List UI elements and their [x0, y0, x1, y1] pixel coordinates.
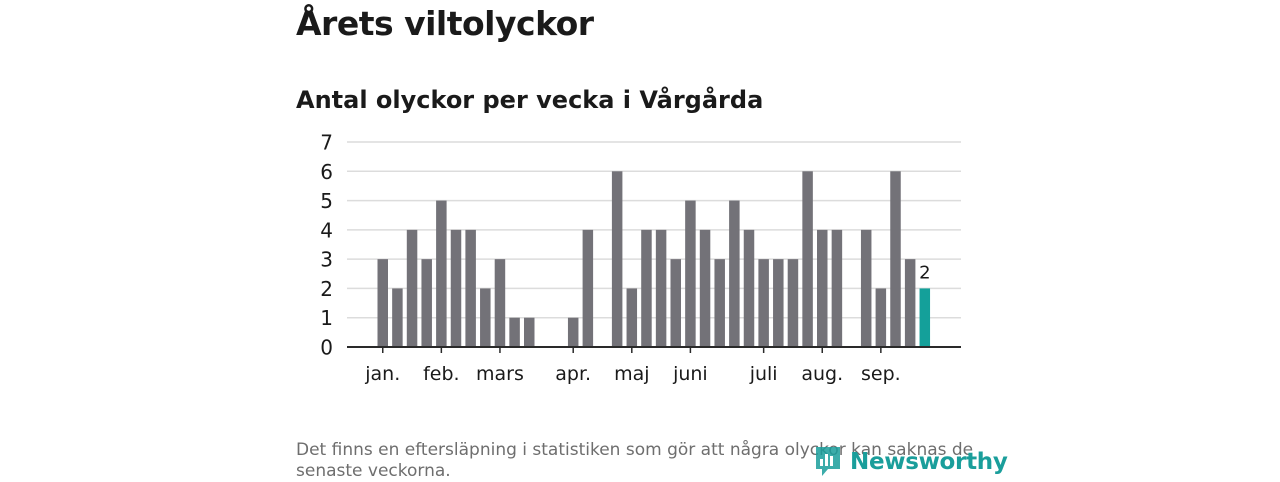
bar: [860, 229, 872, 347]
bar: [450, 229, 462, 347]
bar: [655, 229, 667, 347]
bar: [611, 171, 623, 347]
y-tick-label: 7: [320, 131, 333, 155]
x-tick-label: apr.: [555, 363, 591, 385]
bar: [787, 259, 799, 347]
y-tick-label: 4: [320, 218, 333, 242]
x-tick-label: feb.: [423, 363, 459, 385]
brand-name: Newsworthy: [850, 449, 1008, 475]
x-tick-label: juni: [672, 363, 708, 385]
y-tick-label: 6: [320, 160, 333, 184]
bar: [890, 171, 901, 347]
newsworthy-logo-icon: [816, 447, 840, 476]
newsworthy-brand: Newsworthy: [814, 444, 1008, 480]
bar: [641, 229, 652, 347]
bar: [699, 229, 711, 347]
bar: [714, 259, 725, 347]
bar: [436, 200, 447, 347]
x-tick-label: maj: [614, 363, 649, 385]
bar: [421, 259, 432, 347]
bar: [480, 288, 491, 347]
bar: [904, 259, 916, 347]
page-title: Årets viltolyckor: [296, 4, 594, 43]
bar: [582, 229, 594, 347]
bar: [509, 317, 520, 347]
x-tick-label: sep.: [861, 363, 901, 385]
y-tick-label: 3: [320, 248, 333, 272]
bar: [758, 259, 769, 347]
bar: [406, 229, 418, 347]
x-tick-label: juli: [749, 363, 778, 385]
bar: [465, 229, 476, 347]
bar: [377, 259, 388, 347]
x-tick-label: mars: [476, 363, 524, 385]
bar: [626, 288, 638, 347]
bar: [831, 229, 843, 347]
bar: [802, 171, 813, 347]
bar: [875, 288, 887, 347]
footnote: Det finns en eftersläpning i statistiken…: [296, 440, 974, 481]
bar: [685, 200, 696, 347]
x-tick-label: aug.: [801, 363, 843, 385]
bar: [729, 200, 740, 347]
chart-subtitle: Antal olyckor per vecka i Vårgårda: [296, 86, 764, 114]
y-tick-label: 5: [320, 189, 333, 213]
bar: [670, 259, 681, 347]
y-tick-label: 2: [320, 277, 333, 301]
bar: [817, 229, 828, 347]
bar-data-label: 2: [919, 262, 930, 283]
y-tick-label: 1: [320, 306, 333, 330]
bar-chart: 0 1 2 3 4 5 6 7 2 jan. feb. mars apr. maj juni juli aug.…: [320, 131, 961, 385]
bar: [524, 317, 535, 347]
x-tick-label: jan.: [364, 363, 400, 385]
bar: [567, 317, 579, 347]
bar: [494, 259, 506, 347]
bar: [392, 288, 403, 347]
bar-highlight: [919, 288, 931, 347]
bar: [773, 259, 784, 347]
y-tick-label: 0: [320, 336, 333, 360]
bar: [743, 229, 755, 347]
